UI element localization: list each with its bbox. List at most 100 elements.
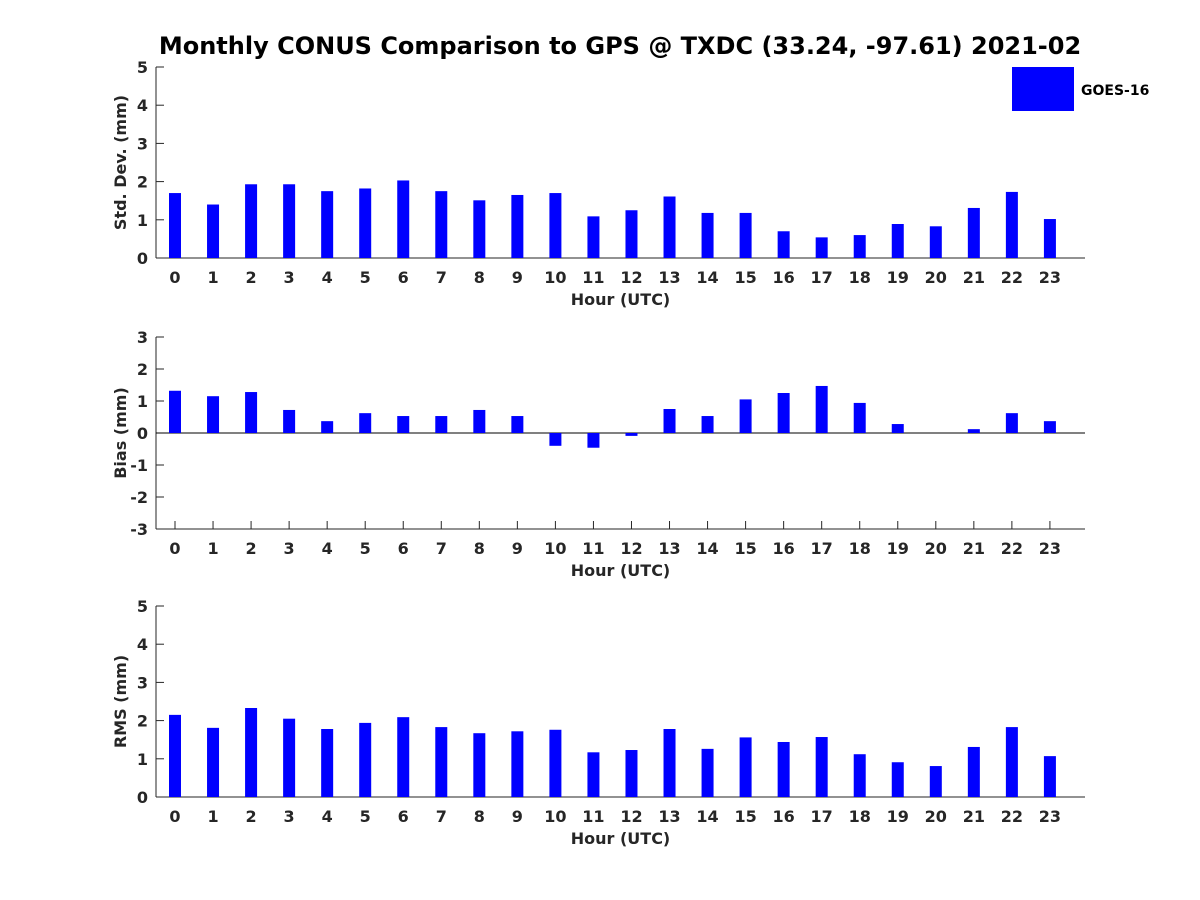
x-tick-label: 20 <box>925 807 947 826</box>
bar <box>663 729 676 797</box>
bar <box>1043 219 1056 258</box>
legend-swatch <box>1012 67 1074 111</box>
x-tick-label: 10 <box>544 539 566 558</box>
x-tick-label: 2 <box>246 807 257 826</box>
x-tick-label: 1 <box>207 539 218 558</box>
bar <box>587 216 600 258</box>
y-tick-label: 0 <box>137 249 148 268</box>
x-tick-label: 20 <box>925 268 947 287</box>
x-tick-label: 19 <box>887 268 909 287</box>
x-tick-label: 1 <box>207 807 218 826</box>
x-tick-label: 12 <box>620 539 642 558</box>
x-tick-label: 15 <box>734 807 756 826</box>
bar <box>853 754 866 797</box>
bar <box>207 727 220 797</box>
x-tick-label: 6 <box>398 539 409 558</box>
x-axis-label: Hour (UTC) <box>571 829 671 848</box>
x-tick-label: 6 <box>398 268 409 287</box>
x-tick-label: 21 <box>963 807 985 826</box>
legend: GOES-16 <box>1012 67 1149 111</box>
y-tick-label: 0 <box>137 788 148 807</box>
x-tick-label: 2 <box>246 268 257 287</box>
bar <box>967 429 980 433</box>
bar <box>777 231 790 258</box>
bar <box>473 409 486 433</box>
x-tick-label: 16 <box>773 807 795 826</box>
bar <box>207 204 220 258</box>
x-tick-label: 4 <box>322 807 333 826</box>
bar <box>815 237 828 258</box>
y-tick-label: 5 <box>137 597 148 616</box>
chart-title: Monthly CONUS Comparison to GPS @ TXDC (… <box>159 32 1081 60</box>
x-tick-label: 12 <box>620 268 642 287</box>
x-axis-label: Hour (UTC) <box>571 561 671 580</box>
bar <box>1043 756 1056 797</box>
y-tick-label: 4 <box>137 96 148 115</box>
bar <box>321 191 334 258</box>
x-tick-label: 18 <box>849 539 871 558</box>
bar <box>283 184 296 258</box>
x-tick-label: 18 <box>849 268 871 287</box>
x-tick-label: 8 <box>474 807 485 826</box>
y-tick-label: 1 <box>137 211 148 230</box>
x-tick-label: 7 <box>436 539 447 558</box>
legend-label: GOES-16 <box>1081 83 1149 99</box>
x-axis-label: Hour (UTC) <box>571 290 671 309</box>
x-tick-label: 10 <box>544 807 566 826</box>
x-tick-label: 5 <box>360 268 371 287</box>
x-tick-label: 17 <box>811 268 833 287</box>
x-tick-label: 14 <box>696 807 718 826</box>
bar <box>283 409 296 433</box>
bar <box>777 741 790 797</box>
bar <box>967 207 980 258</box>
x-tick-label: 17 <box>811 539 833 558</box>
y-tick-label: 2 <box>137 360 148 379</box>
bar <box>701 416 714 433</box>
bar <box>473 200 486 258</box>
x-tick-label: 18 <box>849 807 871 826</box>
bar <box>1043 421 1056 433</box>
bar <box>625 433 638 436</box>
bar <box>739 212 752 258</box>
x-tick-label: 22 <box>1001 539 1023 558</box>
x-tick-label: 4 <box>322 539 333 558</box>
x-tick-label: 7 <box>436 807 447 826</box>
y-axis-label: RMS (mm) <box>111 655 130 748</box>
x-tick-label: 22 <box>1001 268 1023 287</box>
y-tick-label: 3 <box>137 134 148 153</box>
x-tick-label: 23 <box>1039 807 1061 826</box>
x-tick-label: 8 <box>474 539 485 558</box>
bar <box>245 184 258 258</box>
x-tick-label: 16 <box>773 268 795 287</box>
x-tick-label: 3 <box>284 807 295 826</box>
bar <box>321 421 334 433</box>
y-tick-label: 1 <box>137 750 148 769</box>
bar <box>511 194 524 258</box>
bar <box>815 385 828 433</box>
x-tick-label: 10 <box>544 268 566 287</box>
bar <box>853 402 866 433</box>
bar <box>663 409 676 433</box>
x-tick-label: 13 <box>658 807 680 826</box>
bar <box>245 392 258 433</box>
y-tick-label: 3 <box>137 673 148 692</box>
x-tick-label: 13 <box>658 539 680 558</box>
x-tick-label: 6 <box>398 807 409 826</box>
y-tick-label: 4 <box>137 635 148 654</box>
bar <box>853 235 866 258</box>
y-tick-label: 2 <box>137 173 148 192</box>
y-tick-label: -2 <box>130 488 148 507</box>
bar <box>359 722 372 797</box>
x-tick-label: 0 <box>169 268 180 287</box>
bar <box>777 393 790 433</box>
bar <box>473 733 486 797</box>
x-tick-label: 19 <box>887 807 909 826</box>
bar <box>397 717 410 797</box>
x-tick-label: 9 <box>512 268 523 287</box>
x-tick-label: 2 <box>246 539 257 558</box>
bar <box>625 210 638 258</box>
